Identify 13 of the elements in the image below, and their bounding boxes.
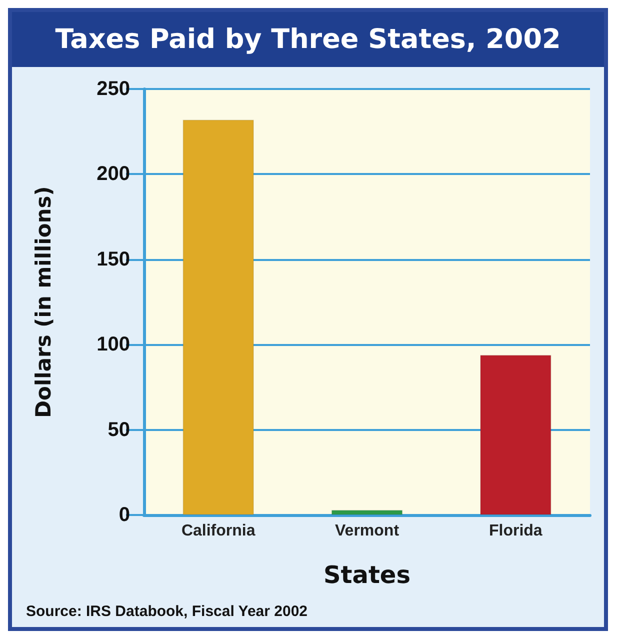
chart-title: Taxes Paid by Three States, 2002 — [12, 12, 604, 67]
x-tick-label: California — [181, 522, 256, 540]
source-note: Source: IRS Databook, Fiscal Year 2002 — [26, 603, 308, 620]
y-tick-label: 150 — [96, 248, 130, 270]
y-tick-label: 0 — [118, 504, 130, 526]
y-tick-label: 100 — [96, 334, 130, 356]
y-axis-title: Dollars (in millions) — [32, 186, 56, 418]
y-tick-label: 200 — [96, 163, 130, 186]
y-tick-label: 250 — [96, 78, 130, 100]
x-axis-title: States — [324, 561, 410, 589]
y-tick-label: 50 — [108, 418, 130, 441]
x-tick-label: Vermont — [334, 522, 400, 540]
x-tick-label: Florida — [488, 522, 542, 540]
